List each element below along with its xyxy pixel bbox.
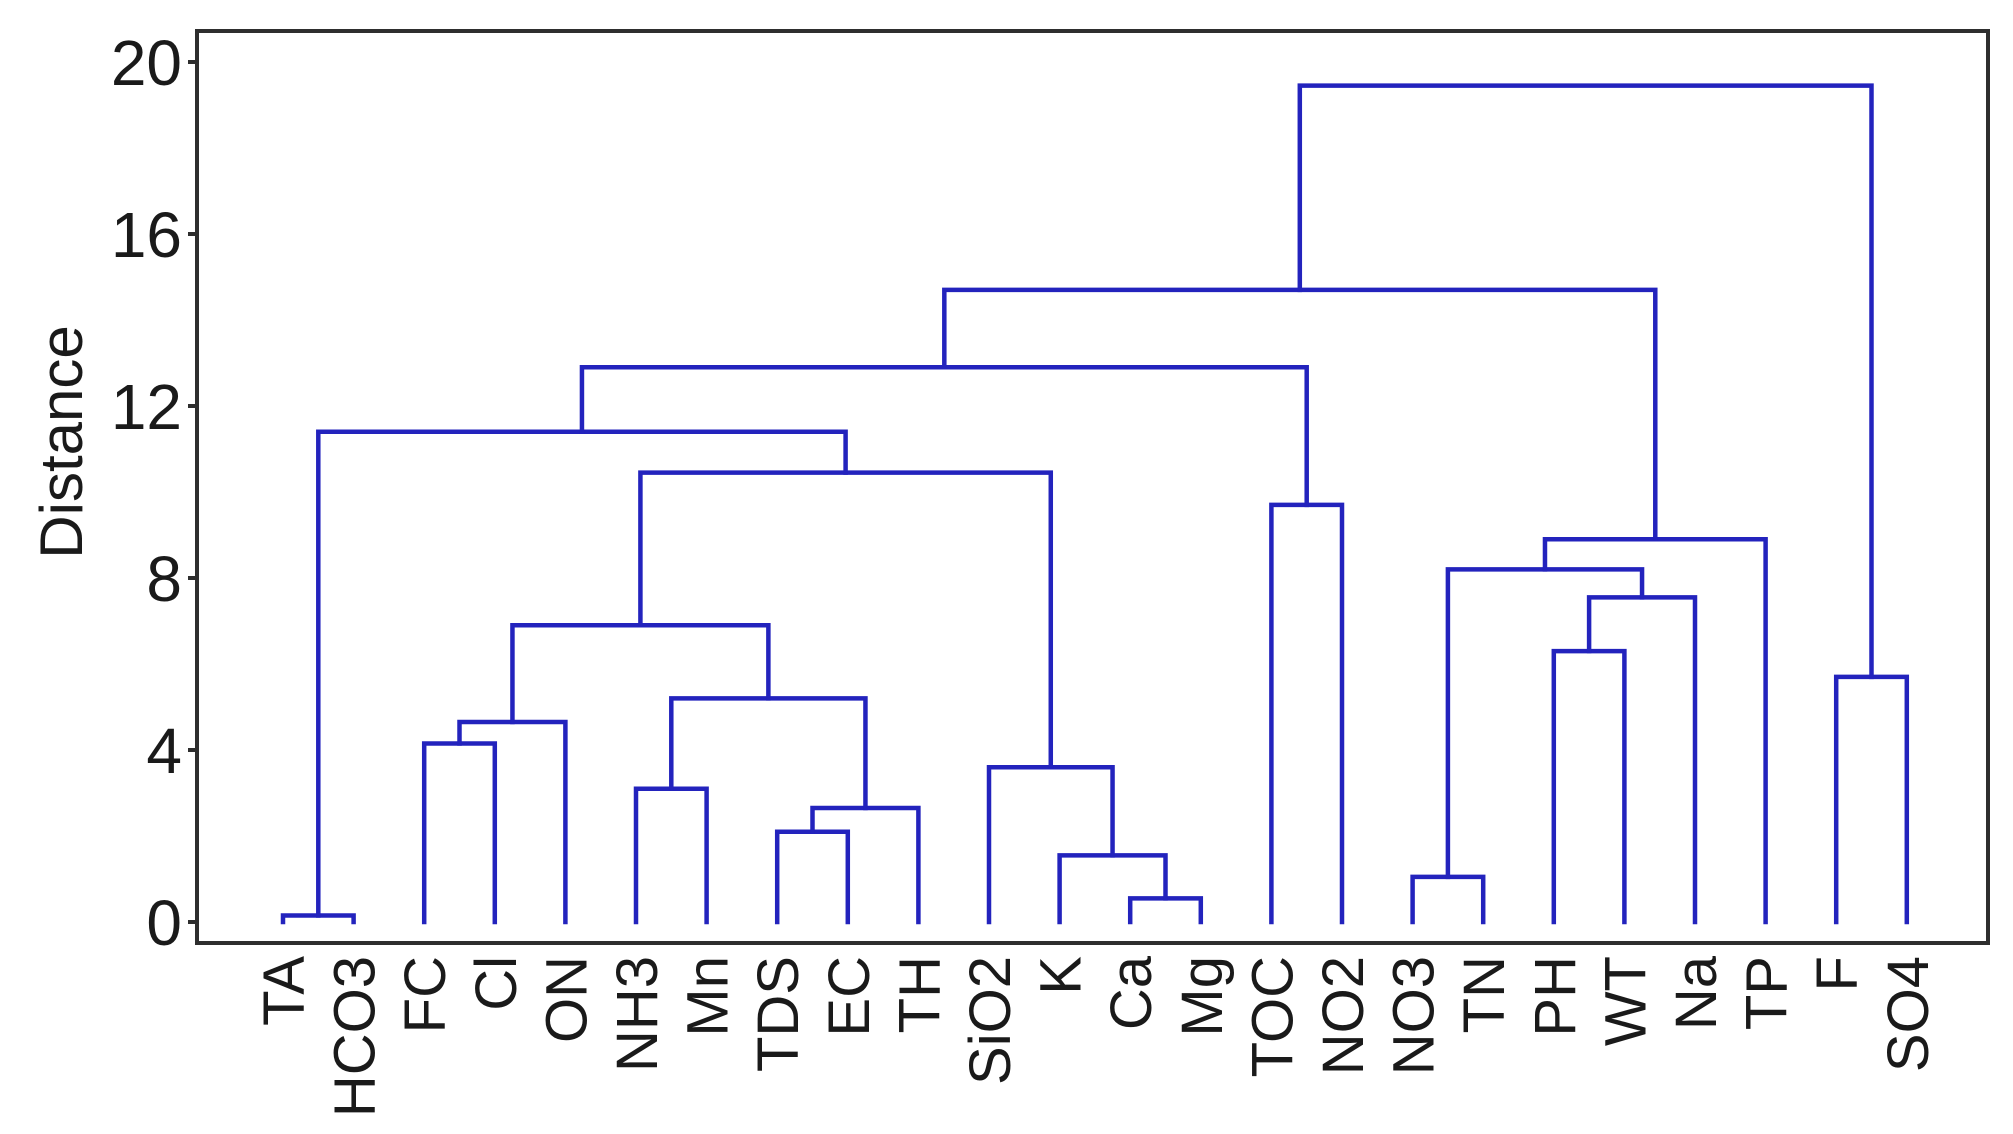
leaf-label-SO4: SO4 xyxy=(1876,956,1941,1072)
leaf-label-HCO3: HCO3 xyxy=(323,956,388,1117)
y-tick-label-0: 0 xyxy=(146,887,182,959)
leaf-label-TP: TP xyxy=(1735,956,1800,1030)
leaf-label-Ca: Ca xyxy=(1099,955,1164,1030)
y-tick-label-16: 16 xyxy=(111,199,182,271)
merge-link-22-c21-c11 xyxy=(1297,83,1874,680)
leaf-label-TN: TN xyxy=(1452,956,1517,1033)
merge-link-3-K-c1 xyxy=(1057,853,1168,925)
merge-link-14-c12-Na xyxy=(1586,595,1698,925)
merge-link-11-F-SO4 xyxy=(1833,674,1910,925)
leaf-label-TA: TA xyxy=(252,956,317,1026)
y-tick-label-20: 20 xyxy=(111,27,182,99)
merge-link-2-NO3-TN xyxy=(1410,874,1486,925)
leaf-label-NO3: NO3 xyxy=(1382,956,1447,1075)
merge-link-1-Ca-Mg xyxy=(1127,896,1204,925)
merge-link-17-TOC-NO2 xyxy=(1269,502,1345,925)
y-tick-label-8: 8 xyxy=(146,543,182,615)
merge-link-7-SiO2-c3 xyxy=(986,764,1115,925)
leaf-label-WT: WT xyxy=(1593,956,1658,1046)
leaf-label-EC: EC xyxy=(817,956,882,1037)
merge-link-8-FC-Cl xyxy=(421,741,498,925)
leaf-label-Mn: Mn xyxy=(676,956,741,1037)
merge-link-5-c4-TH xyxy=(810,805,921,925)
merge-link-9-c8-ON xyxy=(457,719,568,925)
merge-link-4-TDS-EC xyxy=(774,829,851,925)
y-tick-label-12: 12 xyxy=(111,371,182,443)
leaf-label-TDS: TDS xyxy=(746,956,811,1072)
leaf-label-FC: FC xyxy=(393,956,458,1033)
y-tick-label-4: 4 xyxy=(146,715,182,787)
leaf-label-Mg: Mg xyxy=(1170,956,1235,1037)
leaf-label-Na: Na xyxy=(1664,955,1729,1030)
leaf-label-NO2: NO2 xyxy=(1311,956,1376,1075)
leaf-label-PH: PH xyxy=(1523,956,1588,1037)
merge-link-13-c9-c10 xyxy=(510,623,771,725)
leaf-label-ON: ON xyxy=(534,956,599,1043)
leaf-label-K: K xyxy=(1029,956,1094,995)
merge-link-10-c6-c5 xyxy=(669,696,868,811)
merge-link-6-NH3-Mn xyxy=(633,786,709,925)
leaf-label-Cl: Cl xyxy=(464,956,529,1011)
leaf-label-F: F xyxy=(1805,956,1870,991)
leaf-label-NH3: NH3 xyxy=(605,956,670,1072)
leaf-label-SiO2: SiO2 xyxy=(958,956,1023,1085)
plot-frame xyxy=(195,29,1990,945)
y-axis-title: Distance xyxy=(28,325,95,558)
merge-link-18-c13-c7 xyxy=(638,470,1054,770)
leaf-label-TOC: TOC xyxy=(1240,956,1305,1077)
merge-link-12-PH-WT xyxy=(1551,648,1627,925)
merge-link-20-c19-c17 xyxy=(579,365,1309,508)
merge-link-15-c2-c14 xyxy=(1445,567,1645,880)
leaf-label-TH: TH xyxy=(887,956,952,1033)
